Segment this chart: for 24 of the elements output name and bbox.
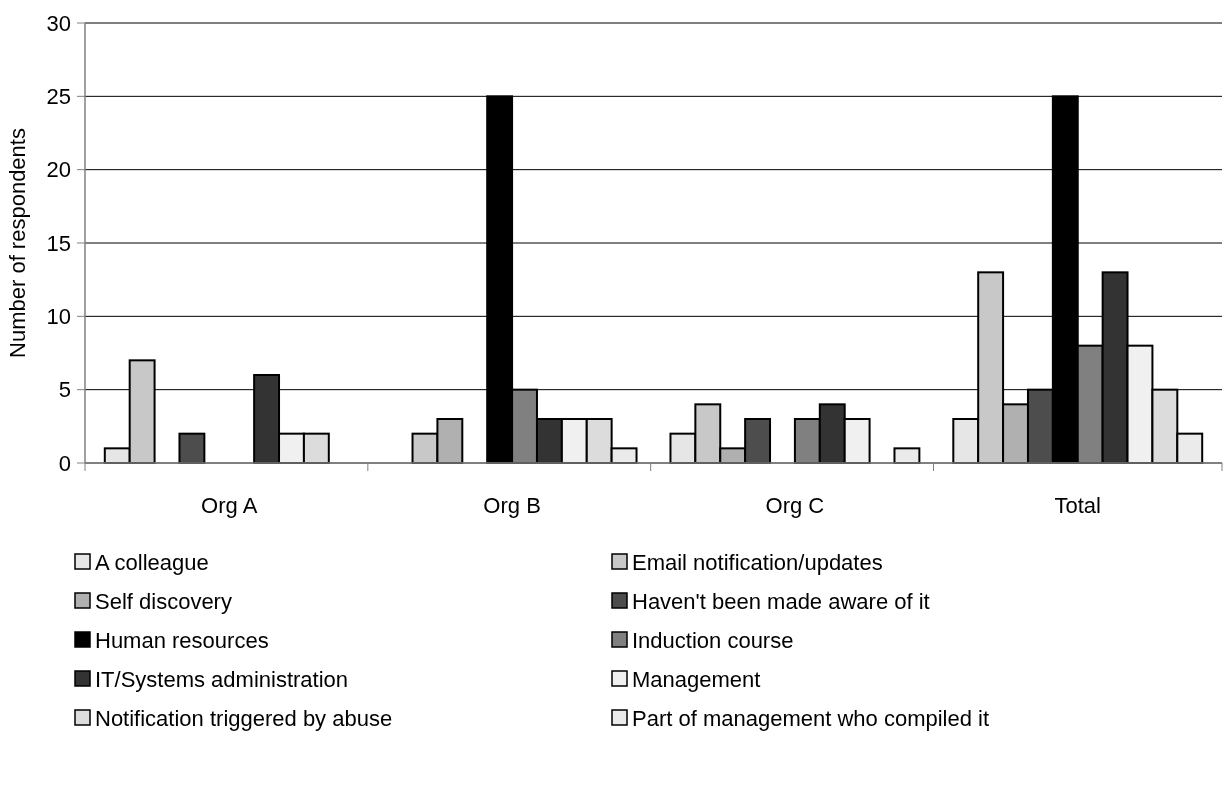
legend-label: Induction course — [632, 627, 794, 653]
y-tick-label: 5 — [58, 377, 71, 403]
bar — [893, 447, 921, 464]
legend-label: Notification triggered by abuse — [95, 705, 393, 731]
legend-label: Management — [632, 666, 761, 692]
legend-label: Self discovery — [95, 588, 232, 614]
y-tick-label: 25 — [46, 84, 71, 110]
x-tick-label: Org C — [765, 493, 825, 518]
legend-label: Part of management who compiled it — [632, 705, 990, 731]
y-tick-label: 10 — [46, 304, 71, 330]
x-tick-label: Total — [1054, 493, 1101, 518]
legend-label: IT/Systems administration — [95, 666, 349, 692]
y-tick-label: 15 — [46, 230, 71, 256]
y-tick-label: 0 — [58, 450, 71, 476]
y-axis-title: Number of respondents — [5, 128, 30, 358]
bar — [178, 432, 206, 464]
legend-label: Haven't been made aware of it — [632, 588, 930, 614]
legend-label: Human resources — [95, 627, 269, 653]
legend-label: Email notification/updates — [632, 549, 883, 575]
y-tick-label: 30 — [46, 10, 71, 36]
y-tick-label: 20 — [46, 157, 71, 183]
legend-label: A colleague — [95, 549, 209, 575]
x-tick-label: Org B — [483, 493, 541, 518]
x-tick-label: Org A — [201, 493, 258, 518]
